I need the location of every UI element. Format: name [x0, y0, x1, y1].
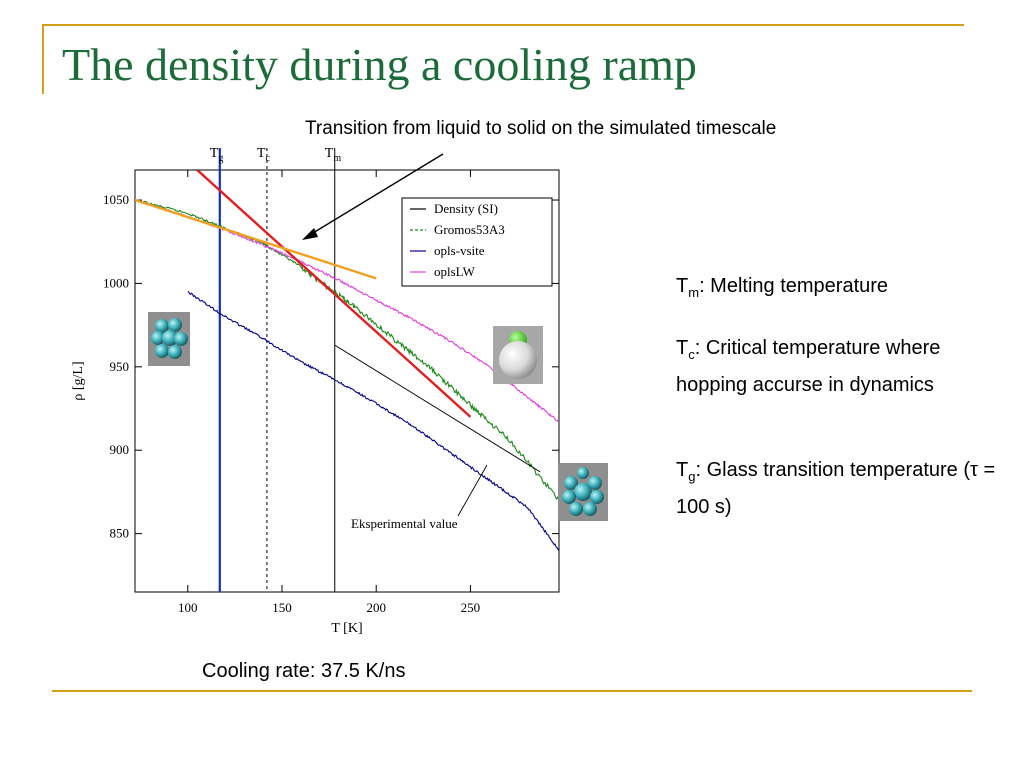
diatomic-molecule-icon — [493, 326, 543, 384]
chart-legend: Density (SI) Gromos53A3 opls-vsite oplsLW — [401, 197, 553, 287]
y-tick-label: 950 — [110, 359, 130, 374]
definition-subscript: m — [688, 285, 700, 300]
left-rule — [42, 24, 44, 94]
page-title: The density during a cooling ramp — [62, 39, 697, 90]
y-tick-label: 1000 — [103, 275, 129, 290]
annotation-arrowhead — [302, 228, 318, 240]
legend-label: Density (SI) — [434, 201, 498, 216]
transition-annotation: Transition from liquid to solid on the s… — [305, 118, 777, 139]
x-axis-label: T [K] — [331, 621, 362, 636]
definition-tg: Tg: Glass transition temperature (τ = 10… — [676, 455, 996, 522]
x-tick-label: 100 — [178, 600, 198, 615]
hexagonal-molecule-icon — [558, 463, 608, 521]
definition-tm: Tm: Melting temperature — [676, 271, 996, 308]
vline-label: Tm — [325, 146, 342, 164]
experimental-pointer — [457, 464, 488, 517]
definition-tc: Tc: Critical temperature where hopping a… — [676, 333, 996, 400]
definition-text: : Glass transition temperature (τ = 100 … — [676, 459, 996, 518]
axis-ticks: 100 150 200 250 850 900 950 1000 1050 — [103, 170, 559, 615]
x-tick-label: 200 — [366, 600, 386, 615]
legend-box — [401, 197, 553, 287]
definition-symbol: T — [676, 459, 689, 481]
y-axis-label: ρ [g/L] — [71, 361, 86, 400]
fit-lines — [135, 170, 472, 418]
legend-label: opls-vsite — [434, 243, 485, 258]
vline-label: Tg — [210, 146, 224, 164]
bottom-rule — [52, 690, 972, 692]
y-tick-label: 1050 — [103, 192, 129, 207]
definition-text: : Critical temperature where hopping acc… — [676, 337, 941, 396]
experimental-value-line — [334, 344, 541, 473]
annotation-arrow — [307, 153, 444, 237]
y-tick-label: 900 — [110, 442, 130, 457]
cluster-molecule-icon — [148, 312, 190, 366]
fit-line-orange — [135, 198, 377, 280]
legend-label: oplsLW — [434, 264, 476, 279]
x-tick-label: 150 — [272, 600, 292, 615]
x-tick-label: 250 — [461, 600, 481, 615]
series-opls-vsite — [187, 291, 559, 551]
definition-subscript: c — [688, 347, 695, 362]
definition-text: : Melting temperature — [699, 275, 889, 297]
series-gromos53a3 — [135, 198, 559, 501]
density-chart: 100 150 200 250 850 900 950 1000 1050 Tg Tc Tm Eks… — [71, 146, 608, 636]
fit-line-red — [196, 170, 472, 418]
vline-label: Tc — [257, 146, 271, 164]
cooling-rate-caption: Cooling rate: 37.5 K/ns — [202, 660, 406, 682]
experimental-annotation: Eksperimental value — [334, 344, 541, 531]
definition-symbol: T — [676, 275, 689, 297]
top-rule — [42, 24, 964, 26]
experimental-value-label: Eksperimental value — [351, 516, 458, 531]
definition-symbol: T — [676, 337, 689, 359]
definition-subscript: g — [688, 469, 696, 484]
legend-label: Gromos53A3 — [434, 222, 505, 237]
y-tick-label: 850 — [110, 526, 130, 541]
